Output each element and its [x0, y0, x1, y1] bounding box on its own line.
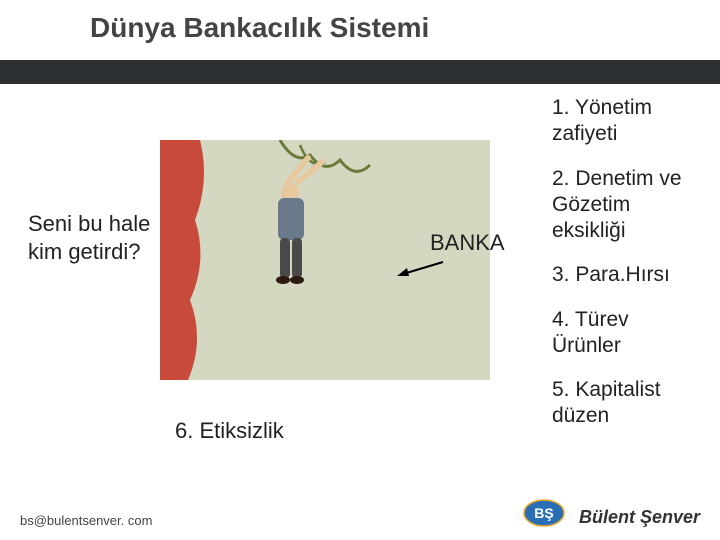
- footer-author-name: Bülent Şenver: [579, 507, 700, 528]
- center-label-banka: BANKA: [430, 230, 505, 256]
- bottom-item: 6. Etiksizlik: [175, 418, 284, 444]
- svg-text:BŞ: BŞ: [534, 505, 553, 521]
- arrow-icon: [395, 258, 445, 278]
- list-item: 3. Para.Hırsı: [552, 262, 692, 288]
- footer-email: bs@bulentsenver. com: [20, 513, 152, 528]
- header-bar: [0, 60, 720, 84]
- list-item: 1. Yönetim zafiyeti: [552, 95, 692, 148]
- page-title: Dünya Bankacılık Sistemi: [90, 12, 429, 44]
- causes-list: 1. Yönetim zafiyeti 2. Denetim ve Gözeti…: [552, 95, 692, 448]
- list-item: 2. Denetim ve Gözetim eksikliği: [552, 166, 692, 245]
- list-item: 5. Kapitalist düzen: [552, 377, 692, 430]
- list-item: 4. Türev Ürünler: [552, 307, 692, 360]
- left-question: Seni bu hale kim getirdi?: [28, 210, 158, 265]
- bs-logo-icon: BŞ: [523, 498, 565, 528]
